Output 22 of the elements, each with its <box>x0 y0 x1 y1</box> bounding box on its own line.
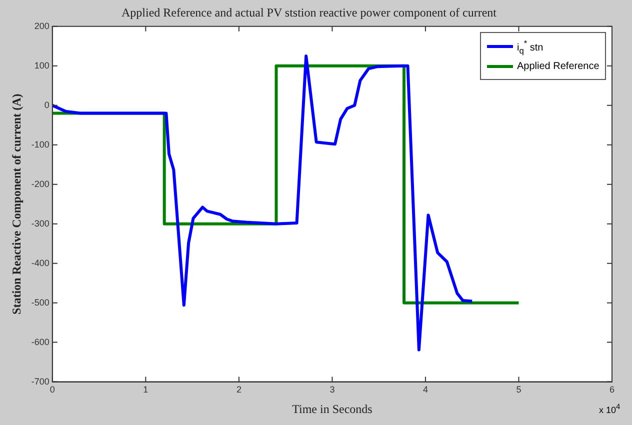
y-tick-label: -600 <box>31 336 50 347</box>
y-tick-label: -400 <box>31 258 50 268</box>
y-tick-label: 200 <box>34 20 50 31</box>
y-axis-title: Station Reactive Component of current (A) <box>9 94 24 314</box>
y-tick-label: -100 <box>31 139 50 150</box>
legend-label: Applied Reference <box>517 60 600 72</box>
x-tick-label: 4 <box>422 384 428 395</box>
y-tick-label: 100 <box>34 60 50 70</box>
x-tick-label: 6 <box>609 384 615 395</box>
x-tick-label: 3 <box>330 384 335 395</box>
x-tick-label: 1 <box>143 384 148 395</box>
x-tick-label: 2 <box>236 384 242 395</box>
y-tick-label: 0 <box>44 100 50 110</box>
x-axis-title: Time in Seconds <box>292 402 373 416</box>
y-tick-label: -700 <box>31 376 50 386</box>
text: x 10$^{4}$ <box>599 402 620 415</box>
y-tick-label: -500 <box>31 297 50 308</box>
legend-label: i$_{q}$$^{*}$ stn <box>517 38 544 56</box>
chart-title: Applied Reference and actual PV ststion reactive power component of current <box>122 5 498 20</box>
x-tick-label: 5 <box>516 384 522 395</box>
y-tick-label: -200 <box>31 178 50 189</box>
y-tick-label: -300 <box>31 218 50 228</box>
